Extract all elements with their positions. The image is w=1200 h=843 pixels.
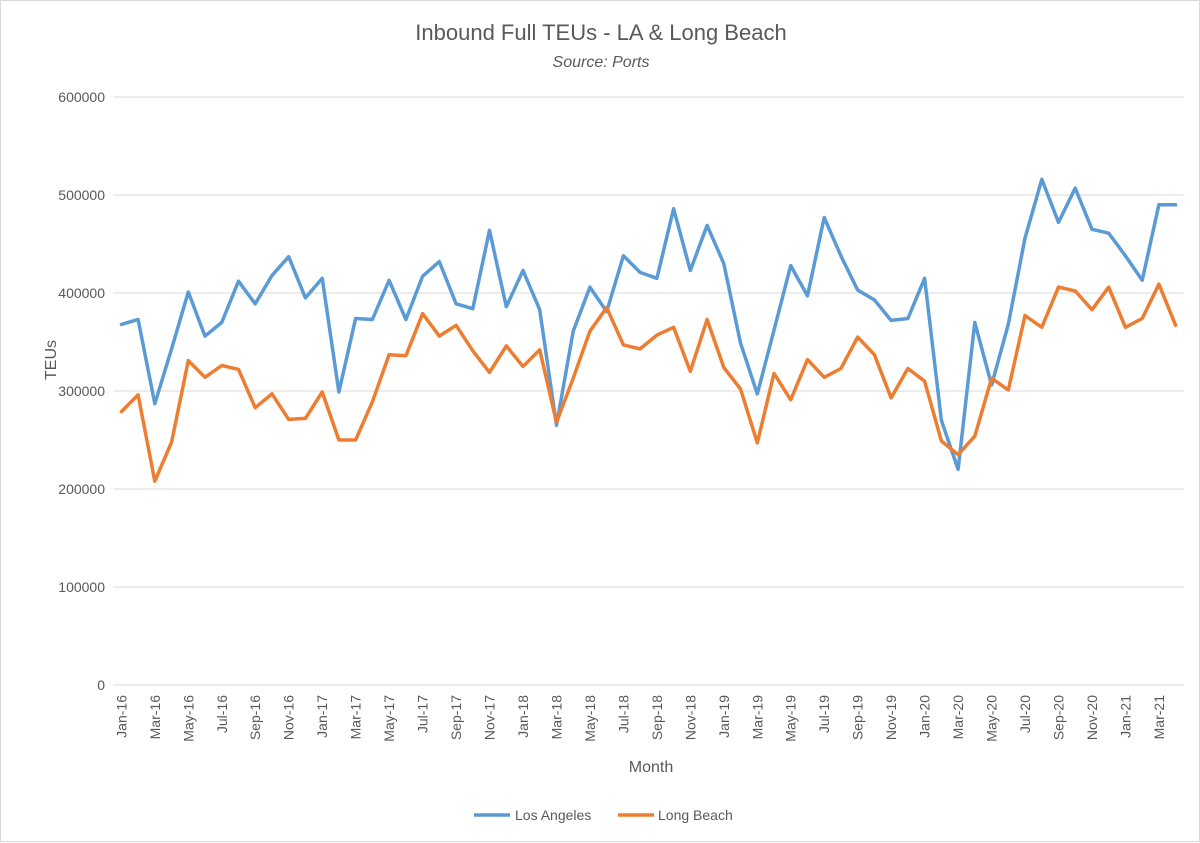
y-tick-label: 300000	[58, 383, 105, 399]
x-tick-label: May-16	[180, 695, 196, 742]
y-tick-label: 0	[97, 677, 105, 693]
y-tick-label: 400000	[58, 285, 105, 301]
y-tick-label: 200000	[58, 481, 105, 497]
x-tick-label: Nov-19	[883, 695, 899, 740]
legend-label: Los Angeles	[515, 807, 591, 823]
x-tick-label: Jan-17	[314, 695, 330, 738]
legend-label: Long Beach	[658, 807, 733, 823]
series-line-long-beach	[119, 282, 1178, 483]
x-tick-label: Jul-16	[214, 695, 230, 733]
series-line-los-angeles	[119, 177, 1178, 472]
series-lines	[119, 177, 1178, 483]
x-tick-label: Sep-19	[850, 695, 866, 740]
x-tick-label: Jul-18	[615, 695, 631, 733]
x-tick-label: Mar-20	[950, 695, 966, 740]
x-tick-label: Jan-19	[716, 695, 732, 738]
x-tick-label: Nov-18	[682, 695, 698, 740]
x-tick-label: Mar-18	[548, 695, 564, 740]
y-axis-title: TEUs	[43, 340, 60, 380]
x-tick-label: Mar-21	[1151, 695, 1167, 740]
x-tick-label: Jan-18	[515, 695, 531, 738]
x-tick-label: Jul-20	[1017, 695, 1033, 733]
x-tick-label: Mar-16	[147, 695, 163, 740]
x-tick-label: Mar-19	[749, 695, 765, 740]
x-tick-label: May-20	[984, 695, 1000, 742]
y-tick-label: 100000	[58, 579, 105, 595]
x-axis-ticks: Jan-16 Mar-16 May-16 Jul-16 Sep-16 Nov-16 Jan-…	[113, 695, 1167, 742]
x-tick-label: Jan-20	[917, 695, 933, 738]
x-tick-label: May-17	[381, 695, 397, 742]
x-tick-label: Jul-19	[816, 695, 832, 733]
x-tick-label: Sep-17	[448, 695, 464, 740]
gridlines	[113, 96, 1184, 686]
y-tick-label: 500000	[58, 187, 105, 203]
x-tick-label: Sep-20	[1050, 695, 1066, 740]
legend: Los Angeles Long Beach	[474, 807, 733, 823]
x-tick-label: Nov-20	[1084, 695, 1100, 740]
y-tick-label: 600000	[58, 89, 105, 105]
x-tick-label: Nov-16	[281, 695, 297, 740]
x-tick-label: Jul-17	[415, 695, 431, 733]
chart-title: Inbound Full TEUs - LA & Long Beach	[415, 20, 786, 45]
x-tick-label: May-18	[582, 695, 598, 742]
x-tick-label: Mar-17	[348, 695, 364, 740]
x-tick-label: Jan-21	[1117, 695, 1133, 738]
x-tick-label: Jan-16	[113, 695, 129, 738]
x-tick-label: Sep-18	[649, 695, 665, 740]
x-tick-label: May-19	[783, 695, 799, 742]
chart-subtitle: Source: Ports	[553, 54, 650, 71]
y-axis-ticks: 0 100000 200000 300000 400000 500000 600000	[58, 89, 105, 693]
x-axis-title: Month	[629, 759, 673, 776]
x-tick-label: Nov-17	[482, 695, 498, 740]
x-tick-label: Sep-16	[247, 695, 263, 740]
